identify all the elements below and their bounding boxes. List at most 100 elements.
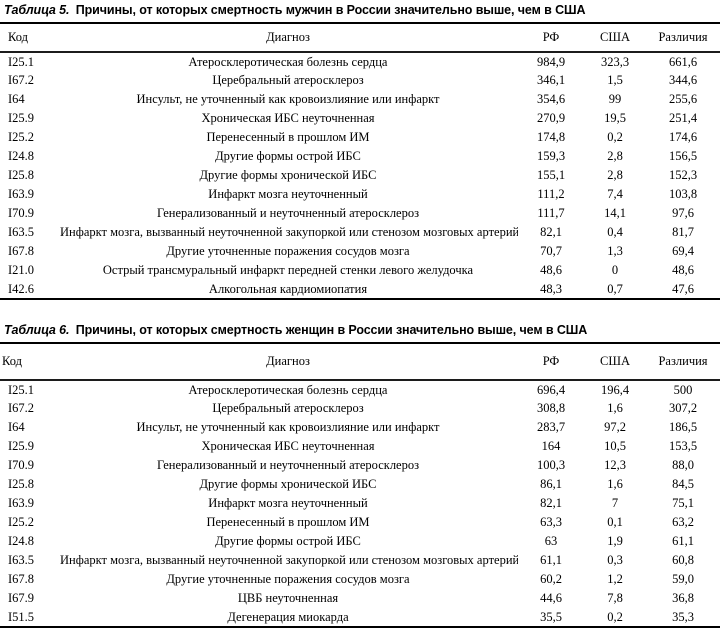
- cell-rf: 100,3: [536, 458, 566, 472]
- cell-rf: 164: [541, 439, 561, 453]
- cell-rf: 82,1: [540, 225, 562, 239]
- table-row: I67.8 Другие уточненные поражения сосудов…: [0, 242, 720, 261]
- table-row: I67.8 Другие уточненные поражения сосудов…: [0, 570, 720, 589]
- cell-code: I64: [8, 420, 25, 434]
- table-row: I70.9 Генерализованный и неуточненный ате…: [0, 456, 720, 475]
- cell-diff: 81,7: [672, 225, 694, 239]
- cell-usa: 2,8: [607, 149, 623, 163]
- cell-diff: 251,4: [668, 111, 698, 125]
- cell-rf: 35,5: [540, 609, 562, 624]
- cell-usa: 1,6: [607, 401, 623, 415]
- cell-rf: 346,1: [536, 73, 566, 87]
- table-row: I25.2 Перенесенный в прошлом ИМ 174,8 0,2 17…: [0, 128, 720, 147]
- cell-rf: 48,3: [540, 281, 562, 296]
- cell-diagnosis: Алкогольная кардиомиопатия: [208, 281, 368, 296]
- cell-diagnosis: Другие формы острой ИБС: [215, 534, 361, 548]
- header-row: Код Диагноз РФ США Различия: [0, 343, 720, 381]
- table6-title: Таблица 6. Причины, от которых смертност…: [0, 320, 720, 342]
- cell-rf: 44,6: [540, 591, 562, 605]
- cell-code: I63.5: [8, 553, 35, 567]
- cell-diff: 186,5: [668, 420, 698, 434]
- table5-section: Таблица 5. Причины, от которых смертност…: [0, 0, 720, 300]
- table-row: I25.9 Хроническая ИБС неуточненная 164 10,5…: [0, 437, 720, 456]
- table-row: I24.8 Другие формы острой ИБС 159,3 2,8 156,…: [0, 147, 720, 166]
- cell-code: I25.2: [8, 130, 35, 144]
- cell-usa: 0,2: [607, 609, 623, 624]
- cell-diff: 344,6: [668, 73, 698, 87]
- column-header-code: Код: [0, 343, 58, 381]
- table-row: I25.9 Хроническая ИБС неуточненная 270,9 19…: [0, 109, 720, 128]
- cell-rf: 159,3: [536, 149, 566, 163]
- cell-rf: 308,8: [536, 401, 566, 415]
- table-row: I24.8 Другие формы острой ИБС 63 1,9 61,1: [0, 532, 720, 551]
- table-row: I64 Инсульт, не уточненный как кровоизлия…: [0, 90, 720, 109]
- cell-diff: 156,5: [668, 149, 698, 163]
- cell-rf: 174,8: [536, 130, 566, 144]
- cell-code: I67.9: [8, 591, 35, 605]
- column-header-usa: США: [584, 343, 646, 381]
- cell-usa: 7,4: [607, 187, 623, 201]
- cell-usa: 7,8: [607, 591, 623, 605]
- cell-code: I67.8: [8, 572, 35, 586]
- cell-diff: 75,1: [672, 496, 694, 510]
- cell-diagnosis: Инфаркт мозга, вызванный неуточненной за…: [60, 553, 518, 567]
- cell-diagnosis: Перенесенный в прошлом ИМ: [206, 515, 370, 529]
- table5-title: Таблица 5. Причины, от которых смертност…: [0, 0, 720, 22]
- cell-diff: 152,3: [668, 168, 698, 182]
- cell-diagnosis: Генерализованный и неуточненный атероскл…: [156, 206, 420, 220]
- table5-body: I25.1 Атеросклеротическая болезнь сердца 9…: [0, 52, 720, 299]
- column-header-usa: США: [584, 23, 646, 53]
- table-row: I25.8 Другие формы хронической ИБС 155,1 2,…: [0, 166, 720, 185]
- cell-diagnosis: Инфаркт мозга неуточненный: [208, 187, 368, 201]
- cell-code: I67.8: [8, 244, 35, 258]
- cell-code: I24.8: [8, 149, 35, 163]
- table-row: I25.1 Атеросклеротическая болезнь сердца 6…: [0, 380, 720, 399]
- cell-usa: 12,3: [604, 458, 626, 472]
- cell-diagnosis: Атеросклеротическая болезнь сердца: [188, 382, 388, 397]
- table6-label: Таблица 6.: [4, 323, 70, 337]
- cell-diff: 63,2: [672, 515, 694, 529]
- cell-rf: 86,1: [540, 477, 562, 491]
- cell-usa: 2,8: [607, 168, 623, 182]
- cell-usa: 99: [608, 92, 622, 106]
- cell-diagnosis: Другие формы хронической ИБС: [199, 168, 377, 182]
- column-header-rf: РФ: [518, 23, 584, 53]
- cell-rf: 60,2: [540, 572, 562, 586]
- header-row: Код Диагноз РФ США Различия: [0, 23, 720, 53]
- cell-diagnosis: Острый трансмуральный инфаркт передней с…: [102, 263, 474, 277]
- cell-usa: 0: [611, 263, 619, 277]
- cell-rf: 984,9: [536, 54, 566, 69]
- table-row: I67.2 Церебральный атеросклероз 308,8 1,6 30…: [0, 399, 720, 418]
- table-row: I21.0 Острый трансмуральный инфаркт перед…: [0, 261, 720, 280]
- table6-body: I25.1 Атеросклеротическая болезнь сердца 6…: [0, 380, 720, 627]
- cell-usa: 196,4: [600, 382, 630, 397]
- table-row: I67.2 Церебральный атеросклероз 346,1 1,5 34…: [0, 71, 720, 90]
- cell-diff: 255,6: [668, 92, 698, 106]
- men-mortality-table: Код Диагноз РФ США Различия I25.1 Атероск…: [0, 22, 720, 300]
- cell-code: I63.9: [8, 187, 35, 201]
- cell-usa: 1,5: [607, 73, 623, 87]
- cell-diff: 661,6: [668, 54, 698, 69]
- cell-diagnosis: Дегенерация миокарда: [227, 609, 349, 624]
- cell-usa: 7: [611, 496, 619, 510]
- cell-diagnosis: Инфаркт мозга, вызванный неуточненной за…: [60, 225, 518, 239]
- cell-diagnosis: Другие формы хронической ИБС: [199, 477, 377, 491]
- cell-diagnosis: Церебральный атеросклероз: [212, 73, 364, 87]
- table6-caption: Причины, от которых смертность женщин в …: [75, 323, 588, 337]
- column-header-code: Код: [0, 23, 58, 53]
- cell-rf: 82,1: [540, 496, 562, 510]
- cell-rf: 696,4: [536, 382, 566, 397]
- cell-diagnosis: Церебральный атеросклероз: [212, 401, 364, 415]
- cell-usa: 0,1: [607, 515, 623, 529]
- table-row: I67.9 ЦВБ неуточненная 44,6 7,8 36,8: [0, 589, 720, 608]
- cell-usa: 0,2: [607, 130, 623, 144]
- cell-rf: 270,9: [536, 111, 566, 125]
- cell-diagnosis: Хроническая ИБС неуточненная: [201, 111, 375, 125]
- cell-usa: 323,3: [600, 54, 630, 69]
- cell-diff: 174,6: [668, 130, 698, 144]
- cell-diff: 88,0: [672, 458, 694, 472]
- table-row: I25.8 Другие формы хронической ИБС 86,1 1,6…: [0, 475, 720, 494]
- cell-code: I63.9: [8, 496, 35, 510]
- cell-usa: 10,5: [604, 439, 626, 453]
- cell-code: I64: [8, 92, 25, 106]
